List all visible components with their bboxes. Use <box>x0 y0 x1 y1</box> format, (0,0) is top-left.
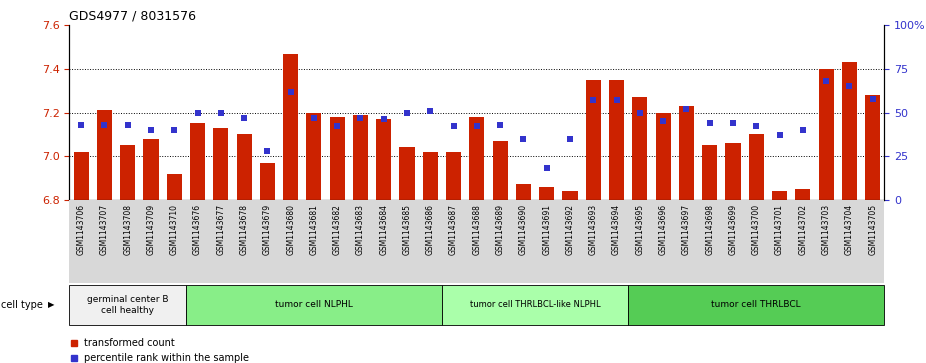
Text: GSM1143709: GSM1143709 <box>146 204 156 255</box>
Text: percentile rank within the sample: percentile rank within the sample <box>84 352 249 363</box>
Bar <box>632 97 647 200</box>
Text: GSM1143682: GSM1143682 <box>332 204 342 255</box>
Text: GSM1143710: GSM1143710 <box>169 204 179 255</box>
Text: GSM1143706: GSM1143706 <box>77 204 85 255</box>
Bar <box>795 189 810 200</box>
Text: GSM1143697: GSM1143697 <box>682 204 691 255</box>
Text: GSM1143689: GSM1143689 <box>495 204 505 255</box>
Text: ▶: ▶ <box>48 301 55 309</box>
Bar <box>702 145 718 200</box>
Bar <box>73 152 89 200</box>
Text: transformed count: transformed count <box>84 338 175 348</box>
Text: tumor cell THRLBCL: tumor cell THRLBCL <box>711 301 801 309</box>
Bar <box>97 110 112 200</box>
Text: GSM1143698: GSM1143698 <box>706 204 714 255</box>
Bar <box>442 285 628 325</box>
Text: GSM1143677: GSM1143677 <box>217 204 225 255</box>
Bar <box>353 115 368 200</box>
Text: GSM1143683: GSM1143683 <box>356 204 365 255</box>
Text: tumor cell THRLBCL-like NLPHL: tumor cell THRLBCL-like NLPHL <box>469 301 600 309</box>
Bar <box>423 152 438 200</box>
Bar <box>376 119 392 200</box>
Text: GSM1143695: GSM1143695 <box>635 204 644 255</box>
Bar <box>609 80 624 200</box>
Bar <box>260 163 275 200</box>
Text: tumor cell NLPHL: tumor cell NLPHL <box>275 301 353 309</box>
Text: GSM1143704: GSM1143704 <box>845 204 854 255</box>
Text: GSM1143701: GSM1143701 <box>775 204 784 255</box>
Bar <box>628 285 884 325</box>
Bar <box>562 191 578 200</box>
Text: GSM1143688: GSM1143688 <box>472 204 482 255</box>
Bar <box>330 117 344 200</box>
Bar <box>819 69 833 200</box>
Bar <box>865 95 881 200</box>
Bar <box>842 62 857 200</box>
Text: GSM1143678: GSM1143678 <box>240 204 248 255</box>
Bar <box>446 152 461 200</box>
Bar <box>399 147 415 200</box>
Text: GSM1143693: GSM1143693 <box>589 204 598 255</box>
Text: GSM1143707: GSM1143707 <box>100 204 109 255</box>
Text: germinal center B
cell healthy: germinal center B cell healthy <box>87 295 169 315</box>
Bar <box>190 123 205 200</box>
Text: GSM1143680: GSM1143680 <box>286 204 295 255</box>
Text: GDS4977 / 8031576: GDS4977 / 8031576 <box>69 9 196 23</box>
Text: GSM1143694: GSM1143694 <box>612 204 621 255</box>
Text: GSM1143687: GSM1143687 <box>449 204 458 255</box>
Text: GSM1143686: GSM1143686 <box>426 204 435 255</box>
Bar <box>725 143 741 200</box>
Bar <box>144 139 158 200</box>
Bar <box>186 285 442 325</box>
Bar <box>167 174 181 200</box>
Bar <box>493 141 507 200</box>
Bar <box>516 184 531 200</box>
Bar <box>656 113 670 200</box>
Text: GSM1143679: GSM1143679 <box>263 204 272 255</box>
Bar <box>469 117 484 200</box>
Text: GSM1143692: GSM1143692 <box>566 204 574 255</box>
Bar <box>539 187 555 200</box>
Text: GSM1143676: GSM1143676 <box>193 204 202 255</box>
Bar <box>236 134 252 200</box>
Text: GSM1143705: GSM1143705 <box>869 204 877 255</box>
Bar <box>749 134 764 200</box>
Text: cell type: cell type <box>1 300 43 310</box>
Bar <box>120 145 135 200</box>
Bar <box>679 106 694 200</box>
Text: GSM1143708: GSM1143708 <box>123 204 132 255</box>
Text: GSM1143685: GSM1143685 <box>403 204 411 255</box>
Bar <box>213 128 229 200</box>
Bar <box>69 285 186 325</box>
Text: GSM1143684: GSM1143684 <box>380 204 388 255</box>
Bar <box>283 54 298 200</box>
Bar <box>772 191 787 200</box>
Text: GSM1143703: GSM1143703 <box>821 204 831 255</box>
Text: GSM1143700: GSM1143700 <box>752 204 761 255</box>
Text: GSM1143690: GSM1143690 <box>519 204 528 255</box>
Text: GSM1143702: GSM1143702 <box>798 204 807 255</box>
Bar <box>586 80 601 200</box>
Text: GSM1143681: GSM1143681 <box>309 204 319 255</box>
Text: GSM1143699: GSM1143699 <box>729 204 737 255</box>
Bar <box>307 113 321 200</box>
Text: GSM1143691: GSM1143691 <box>543 204 551 255</box>
Text: GSM1143696: GSM1143696 <box>658 204 668 255</box>
